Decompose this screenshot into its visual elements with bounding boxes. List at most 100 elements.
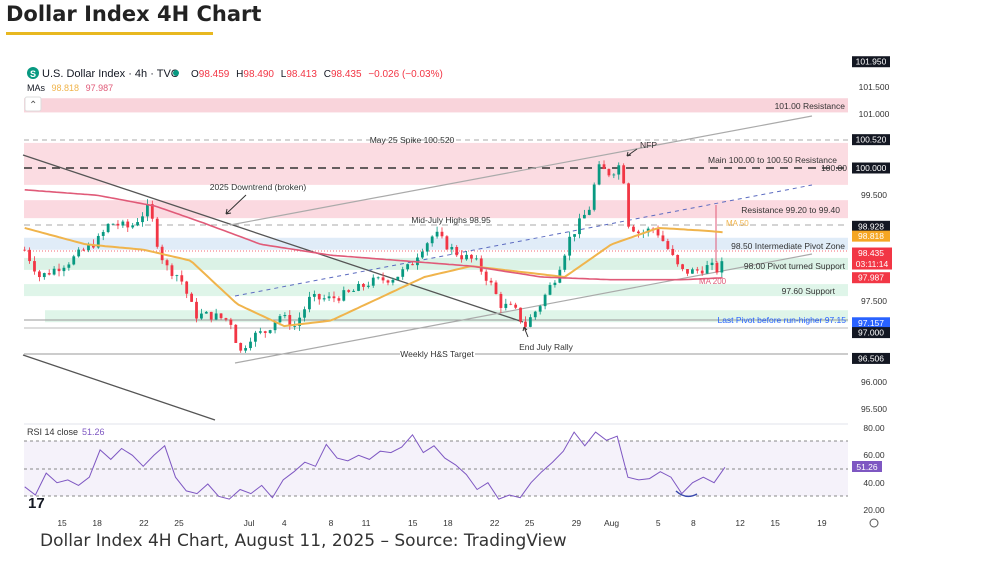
candle-body (617, 165, 621, 175)
time-tick: 8 (329, 518, 334, 528)
rsi-legend[interactable]: RSI 14 close 51.26 (27, 427, 105, 437)
candle-body (676, 254, 680, 265)
channel-mid-line[interactable] (234, 184, 813, 297)
candle (200, 308, 203, 320)
candle (303, 306, 306, 322)
candle (244, 345, 248, 353)
tradingview-logo-icon: 17 (28, 495, 45, 512)
channel-upper-line[interactable] (229, 115, 813, 226)
candle (42, 272, 46, 280)
candle (494, 280, 498, 295)
price-label-p101950: 101.950 (856, 57, 887, 67)
zone-1[interactable] (24, 142, 848, 185)
time-tick: 18 (92, 518, 102, 528)
candle (37, 269, 41, 282)
hs-label-bg (400, 349, 475, 359)
candle (430, 235, 434, 247)
zone-0[interactable] (24, 98, 848, 113)
candle (671, 245, 675, 257)
price-label-box-p96506 (852, 352, 890, 364)
candle (263, 330, 267, 338)
price-tick: 97.500 (861, 296, 887, 306)
candle-body (592, 184, 596, 210)
candle-body (602, 164, 606, 169)
candle-body (627, 183, 630, 227)
candle (288, 310, 292, 330)
candle-body (538, 306, 542, 312)
zone-6[interactable] (45, 310, 848, 323)
price-label-p98928: 98.928 (858, 221, 884, 231)
candle-body (200, 313, 203, 319)
candle (509, 301, 513, 306)
candle (175, 274, 179, 282)
candle-body (37, 271, 41, 278)
price-axis[interactable]: 101.500 101.000 99.500 97.500 96.000 95.… (852, 56, 892, 414)
figure-caption: Dollar Index 4H Chart, August 11, 2025 –… (40, 531, 567, 551)
candle-body (254, 332, 257, 342)
candle-body (170, 265, 174, 276)
candle-body (661, 235, 665, 242)
candle (116, 220, 120, 230)
candle (440, 227, 444, 239)
candle-body (283, 315, 287, 317)
candle (690, 267, 694, 274)
candle-body (87, 244, 90, 251)
ma200-line (24, 189, 723, 281)
candle-body (597, 164, 601, 185)
candle (165, 258, 169, 271)
candle-body (622, 165, 626, 184)
candle (406, 263, 410, 272)
candle-body (111, 223, 115, 225)
time-axis[interactable]: 15 18 22 25 Jul 4 8 11 15 18 22 25 29 Aug 5 8 12 15 19 (57, 518, 827, 528)
nfp-arrow-icon (626, 148, 638, 157)
candle (332, 291, 336, 303)
annotation-pivot-zone: 98.50 Intermediate Pivot Zone (731, 241, 845, 251)
candle (209, 311, 213, 323)
candle-body (470, 254, 473, 259)
candle-body (411, 264, 414, 266)
rsi-line (24, 431, 726, 500)
candle (337, 296, 341, 304)
settings-gear-icon[interactable] (869, 518, 879, 528)
collapse-legend-button[interactable] (24, 96, 42, 112)
candle (28, 247, 31, 264)
candle (239, 342, 243, 353)
downtrend-line[interactable] (22, 154, 524, 323)
price-tick: 101.000 (859, 109, 890, 119)
candle (401, 266, 405, 280)
candle-body (401, 269, 405, 277)
candle (592, 182, 596, 212)
candle-body (381, 277, 385, 281)
candle (411, 262, 414, 266)
candle (298, 312, 302, 331)
title-underline (6, 32, 213, 35)
candle-body (671, 248, 675, 255)
candle-body (190, 293, 193, 302)
candle-body (632, 226, 635, 232)
annotation-ma200: MA 200 (699, 277, 727, 286)
candle-body (710, 262, 714, 266)
mas-readout[interactable]: MAs 98.818 97.987 (27, 83, 113, 93)
candle-body (484, 271, 488, 281)
candle-body (587, 209, 591, 215)
candle (479, 255, 483, 275)
price-label-box-p97000 (852, 327, 890, 339)
candle (219, 313, 223, 320)
candle (455, 245, 459, 257)
candle (578, 213, 581, 239)
candle (347, 289, 351, 293)
price-label-p100520: 100.520 (856, 135, 887, 145)
candle (602, 160, 606, 170)
candle-body (224, 318, 228, 320)
candle-body (185, 281, 189, 294)
candle-body (509, 303, 513, 305)
downtrend-lower-line[interactable] (22, 354, 216, 421)
candles-layer (23, 160, 724, 353)
candle (700, 266, 704, 276)
symbol-title[interactable]: U.S. Dollar Index · 4h · TVC (42, 68, 179, 80)
candle (489, 277, 493, 286)
candle (150, 200, 154, 222)
zone-3[interactable] (24, 237, 848, 250)
zone-5[interactable] (24, 284, 848, 297)
